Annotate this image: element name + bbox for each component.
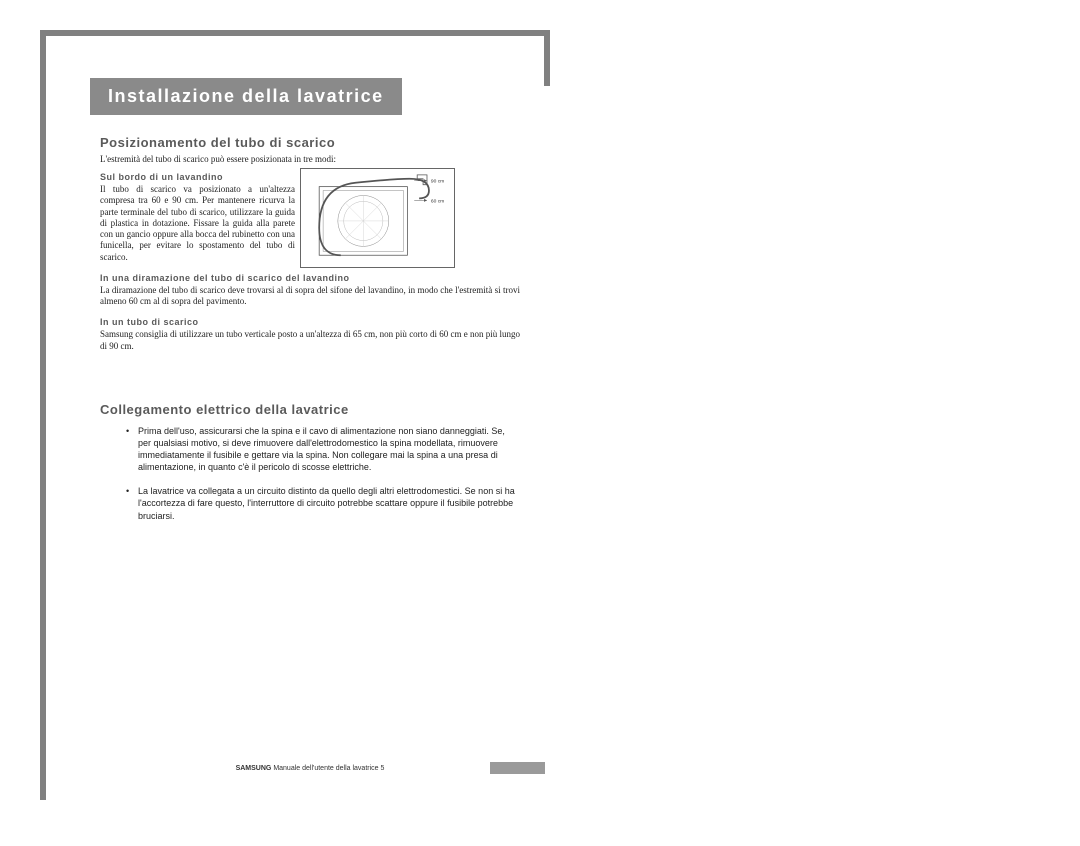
footer-page-number: 5 [381, 765, 385, 772]
page-footer: SAMSUNG Manuale dell'utente della lavatr… [100, 765, 520, 772]
section1-heading: Posizionamento del tubo di scarico [100, 135, 520, 150]
footer-brand: SAMSUNG [236, 765, 272, 772]
chapter-title: Installazione della lavatrice [90, 78, 402, 115]
sub1-text: Il tubo di scarico va posizionato a un'a… [100, 184, 295, 263]
bullet-list: Prima dell'uso, assicurarsi che la spina… [100, 425, 520, 522]
subsection-3: In un tubo di scarico Samsung consiglia … [100, 317, 520, 352]
diagram-label-60: 60 cm [431, 198, 444, 204]
sub3-heading: In un tubo di scarico [100, 317, 520, 327]
sub2-text: La diramazione del tubo di scarico deve … [100, 285, 520, 308]
bullet-1: Prima dell'uso, assicurarsi che la spina… [128, 425, 520, 474]
sub2-heading: In una diramazione del tubo di scarico d… [100, 273, 520, 283]
section2-heading: Collegamento elettrico della lavatrice [100, 402, 520, 417]
drain-hose-diagram: 90 cm 60 cm [300, 168, 455, 268]
subsection-2: In una diramazione del tubo di scarico d… [100, 273, 520, 308]
sub3-text: Samsung consiglia di utilizzare un tubo … [100, 329, 520, 352]
section2: Collegamento elettrico della lavatrice P… [100, 402, 520, 522]
section1-intro: L'estremità del tubo di scarico può esse… [100, 154, 520, 164]
bullet-2: La lavatrice va collegata a un circuito … [128, 485, 520, 521]
diagram-label-90: 90 cm [431, 179, 444, 185]
footer-text: Manuale dell'utente della lavatrice [273, 765, 378, 772]
